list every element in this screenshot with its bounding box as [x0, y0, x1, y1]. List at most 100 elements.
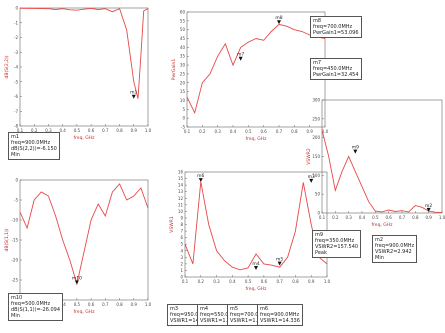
x-tick-label: 0.7	[102, 302, 109, 307]
y-tick-label: 15	[178, 176, 184, 181]
y-tick-label: -5	[14, 79, 18, 84]
x-tick-label: 0.5	[245, 279, 252, 284]
marker-point	[426, 207, 431, 212]
pwrgain-chart: 0.1 0.2 0.3 0.4 0.5 0.6 0.7 0.8 0.9 1.0 60 55 50 45 40…	[165, 0, 445, 160]
x-tick-label: 0.4	[229, 279, 236, 284]
readout-line: dB(S(1,1))=-26.094	[11, 307, 61, 313]
readout-line: freq=900.0MHz	[375, 243, 415, 249]
y-tick-label: 45	[180, 36, 186, 41]
x-tick-label: 0.2	[199, 129, 206, 134]
x-axis-label: freq, GHz	[245, 136, 267, 142]
x-tick-label: 0.1	[17, 128, 24, 133]
readout-line: m9	[315, 232, 324, 238]
y-tick-label: -2	[14, 35, 18, 40]
y-tick-label: 250	[312, 116, 320, 121]
marker-readout: m6 freq=900.0MHz VSWR1=14.336	[257, 304, 303, 326]
chart-svg: 0.1 0.2 0.3 0.4 0.5 0.6 0.7 0.8 0.9 1.01615141312…	[169, 170, 331, 293]
vswr1-chart: 0.1 0.2 0.3 0.4 0.5 0.6 0.7 0.8 0.9 1.0 16 15 14 13 12…	[165, 160, 331, 333]
x-axis-label: freq, GHz	[73, 135, 95, 141]
y-tick-label: 5	[180, 242, 183, 247]
y-tick-label: 1	[180, 268, 183, 273]
readout-line: Peak	[315, 250, 327, 256]
marker-label: m1	[130, 90, 137, 96]
marker-label: m7	[237, 52, 244, 58]
plot-frame	[321, 99, 443, 214]
readout-line: m7	[313, 60, 322, 66]
x-tick-label: 0.4	[59, 128, 66, 133]
x-tick-label: 0.3	[45, 128, 52, 133]
y-tick-label: -8	[14, 124, 18, 129]
readout-line: dB(S(2,2))=-6.150	[11, 146, 57, 152]
x-axis-label: freq, GHz	[371, 222, 393, 228]
readout-line: freq=950.0MHz	[170, 312, 210, 318]
y-tick-label: 16	[178, 170, 184, 175]
y-tick-label: 150	[312, 154, 320, 159]
x-tick-label: 0.5	[74, 128, 81, 133]
plot-frame	[186, 11, 326, 128]
y-tick-label: 60	[180, 10, 186, 15]
plot-frame	[19, 7, 149, 127]
readout-line: VSWR2=157.540	[315, 244, 359, 250]
readout-line: Min	[11, 313, 20, 319]
x-tick-label: 0.9	[425, 215, 432, 220]
x-tick-label: 0.7	[276, 129, 283, 134]
y-tick-label: 15	[180, 89, 186, 94]
x-tick-label: 0.5	[245, 129, 252, 134]
marker-label: m3	[308, 174, 315, 180]
readout-line: freq=450.0MHz	[313, 66, 353, 72]
y-tick-label: 0	[317, 211, 320, 216]
y-tick-label: 50	[315, 192, 321, 197]
y-tick-label: -20	[11, 258, 18, 263]
plot-frame	[19, 179, 149, 301]
y-tick-label: -5	[14, 198, 18, 203]
y-tick-label: 35	[180, 54, 186, 59]
y-tick-label: -3	[14, 50, 18, 55]
y-tick-label: 10	[180, 98, 186, 103]
s11-chart: 0.10.20.30.40.50.60.70.80.91.00-5-10-15-…	[0, 165, 152, 333]
y-tick-label: 13	[178, 189, 184, 194]
marker-point	[238, 56, 243, 61]
readout-line: m1	[11, 134, 20, 140]
y-tick-label: 5	[182, 107, 185, 112]
x-tick-label: 0.6	[88, 128, 95, 133]
y-tick-label: 25	[180, 71, 186, 76]
x-tick-label: 1.0	[439, 215, 445, 220]
readout-line: m4	[200, 306, 209, 312]
x-tick-label: 0.1	[184, 129, 191, 134]
readout-line: m6	[260, 306, 269, 312]
x-tick-label: 0.8	[116, 302, 123, 307]
y-tick-label: 11	[178, 202, 184, 207]
readout-line: m3	[170, 306, 179, 312]
x-tick-label: 0.9	[306, 129, 313, 134]
readout-line: freq=900.0MHz	[260, 312, 300, 318]
x-tick-label: 0.6	[88, 302, 95, 307]
readout-line: freq=500.0MHz	[11, 301, 51, 307]
y-tick-label: -15	[11, 238, 18, 243]
y-tick-label: 7	[180, 229, 183, 234]
marker-point	[131, 94, 136, 99]
marker-point	[277, 261, 282, 266]
x-tick-label: 0.1	[319, 215, 326, 220]
y-tick-label: -5	[181, 125, 185, 130]
y-tick-label: -25	[11, 278, 18, 283]
readout-line: Min	[11, 152, 20, 158]
readout-line: VSWR1=14.336	[260, 318, 300, 324]
y-tick-label: 40	[180, 45, 186, 50]
x-tick-label: 1.0	[322, 129, 329, 134]
x-tick-label: 0.2	[198, 279, 205, 284]
readout-line: freq=700.0MHz	[230, 312, 270, 318]
marker-label: m5	[276, 257, 283, 263]
marker-label: m8	[275, 15, 282, 21]
series-line	[19, 7, 149, 99]
x-tick-label: 0.6	[261, 279, 268, 284]
marker-label: m10	[72, 275, 82, 281]
marker-readout: m2 freq=900.0MHz VSWR2=2.942 Min	[372, 235, 418, 263]
x-tick-label: 0.6	[260, 129, 267, 134]
y-tick-label: -1	[14, 20, 18, 25]
y-tick-label: 9	[180, 215, 183, 220]
x-tick-label: 0.3	[213, 279, 220, 284]
marker-readout: m10 freq=500.0MHz dB(S(1,1))=-26.094 Min	[8, 293, 64, 321]
x-tick-label: 0.3	[345, 215, 352, 220]
y-tick-label: 0	[182, 116, 185, 121]
chart-svg: 0.1 0.2 0.3 0.4 0.5 0.6 0.7 0.8 0.9 1.06055504540…	[171, 10, 329, 143]
